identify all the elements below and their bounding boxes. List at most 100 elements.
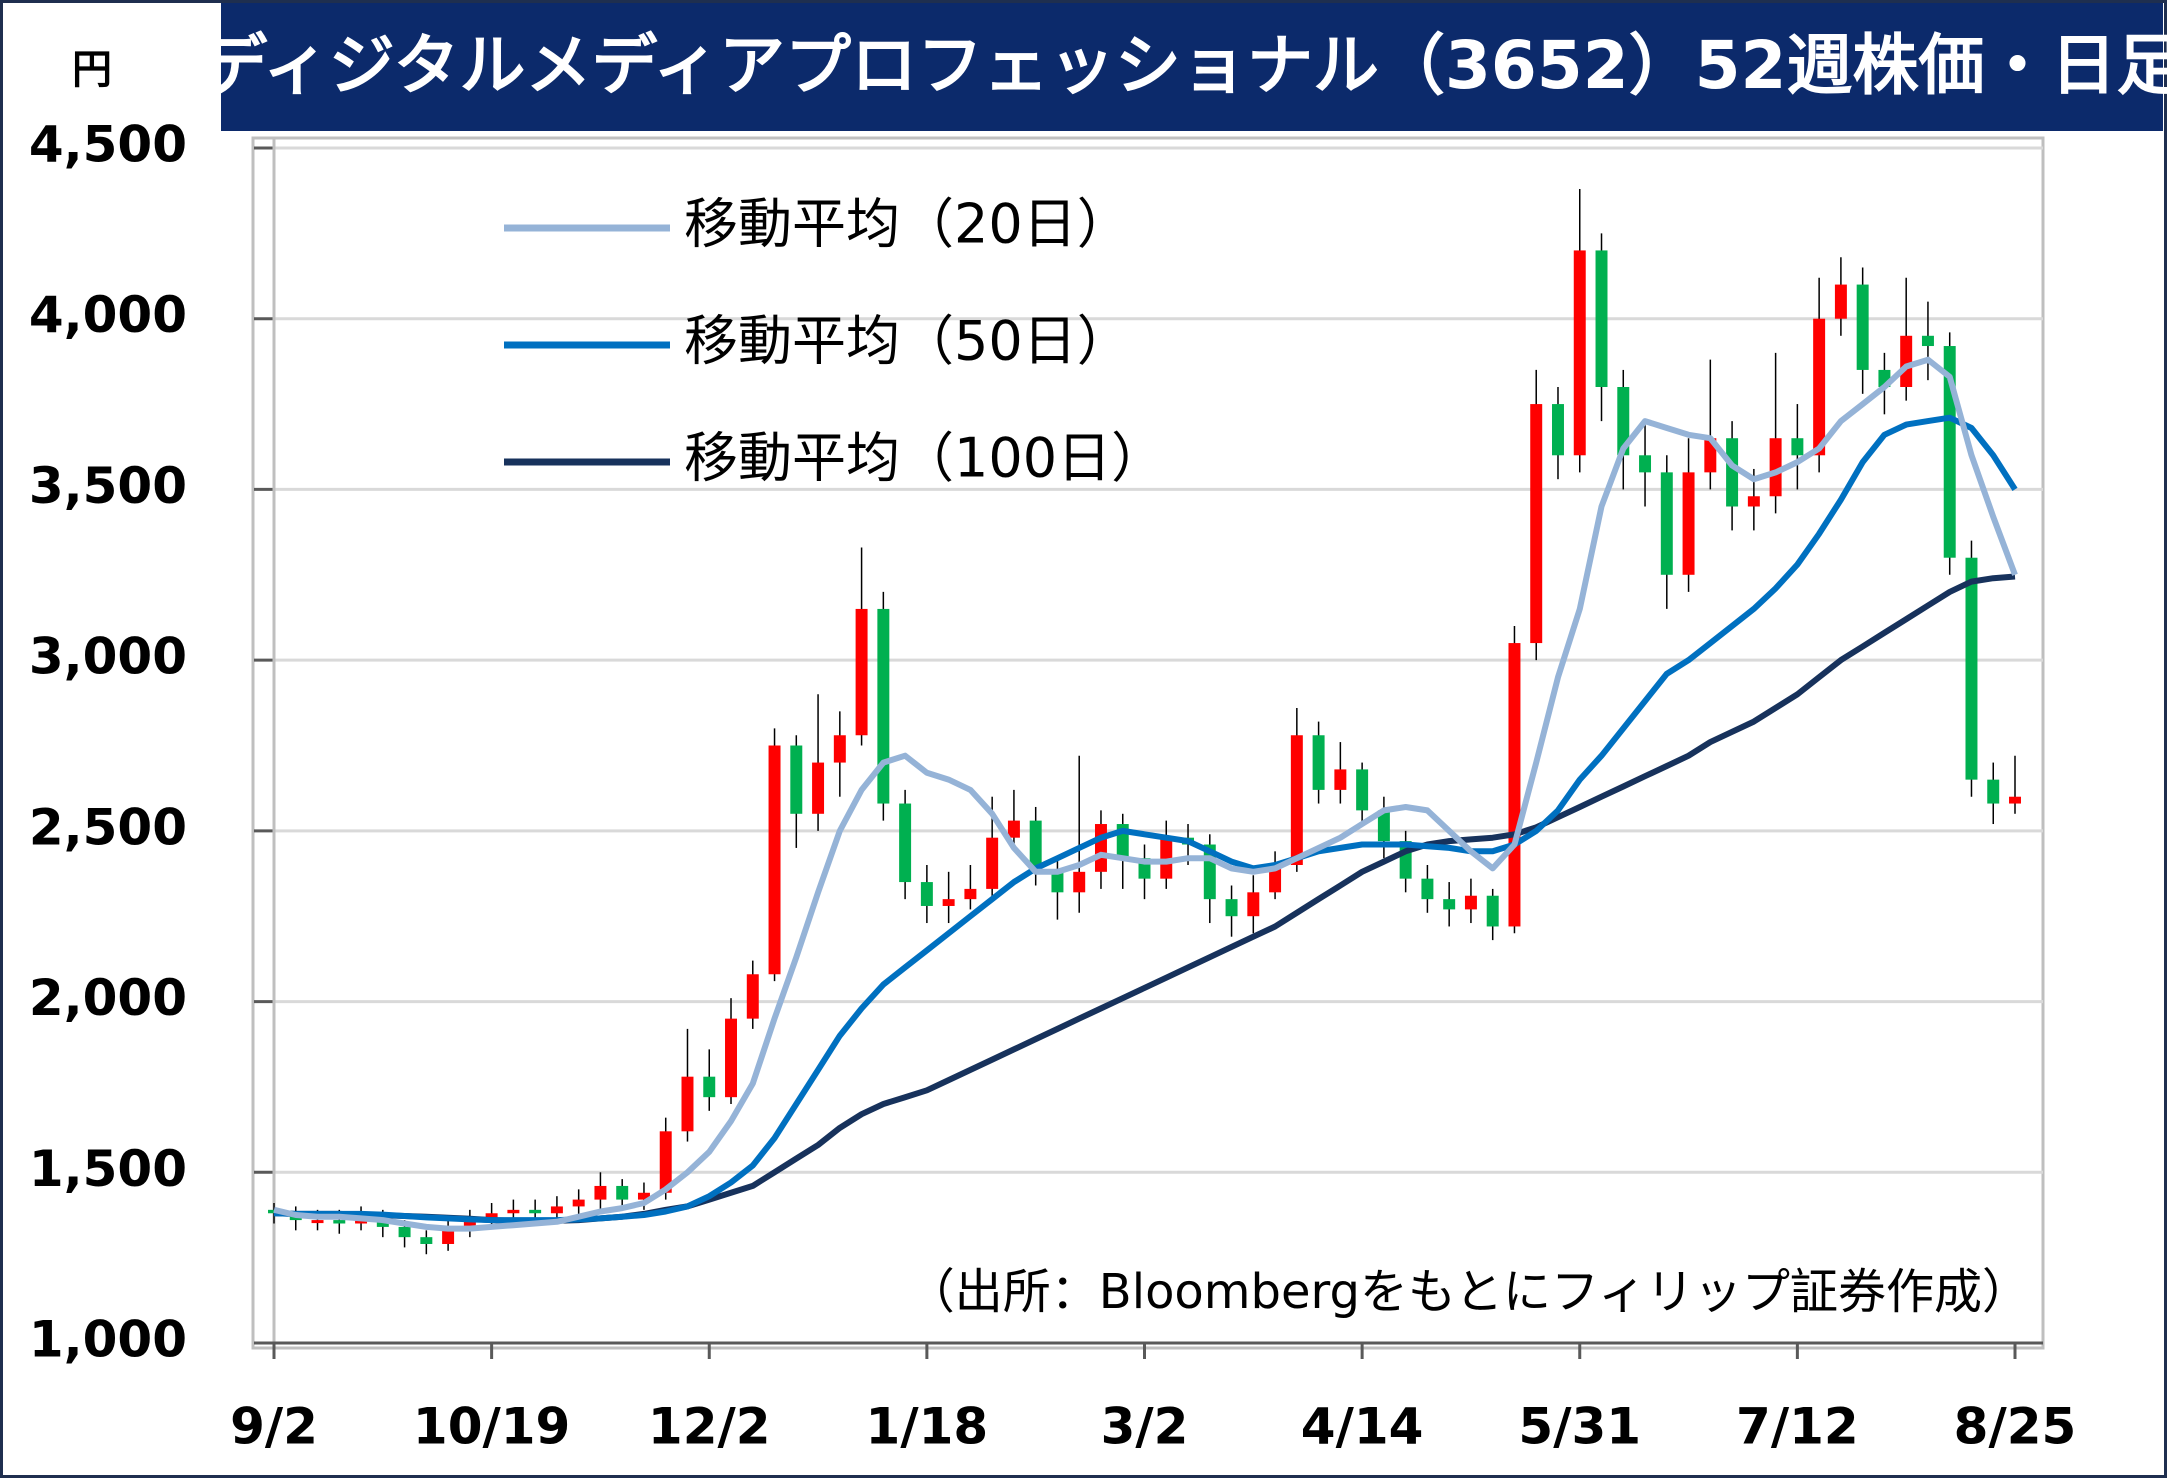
x-tick-label: 12/2	[648, 1398, 771, 1456]
candle-body	[1552, 404, 1564, 456]
candle-body	[1094, 824, 1107, 872]
candle-body	[529, 1209, 542, 1214]
candle-body	[1443, 899, 1456, 910]
candle-body	[1856, 284, 1869, 370]
candle-body	[790, 745, 803, 814]
candle-body	[1464, 895, 1477, 910]
candle-body	[1813, 318, 1826, 456]
source-note: （出所：Bloombergをもとにフィリップ証券作成）	[907, 1264, 2030, 1320]
candle-body	[1312, 735, 1325, 790]
candle-body	[572, 1199, 585, 1207]
candle-body	[746, 974, 759, 1019]
y-tick-label: 2,000	[29, 969, 187, 1027]
plot-frame	[251, 136, 2045, 1350]
candle-body	[1486, 895, 1499, 927]
candle-body	[1269, 865, 1282, 893]
x-tick-label: 3/2	[1101, 1398, 1189, 1456]
candle-body	[1769, 438, 1782, 497]
candle-body	[594, 1185, 607, 1200]
candle-body	[1704, 438, 1717, 473]
candle-body	[1116, 824, 1129, 859]
candle-body	[1334, 769, 1347, 790]
candle-body	[1878, 369, 1891, 387]
y-tick-label: 4,500	[29, 116, 187, 174]
title-banner	[221, 3, 2163, 131]
candle-body	[1508, 643, 1521, 927]
legend-label: 移動平均（20日）	[684, 193, 1131, 256]
ma-line	[273, 356, 2018, 1232]
x-tick-label: 9/2	[230, 1398, 318, 1456]
y-tick-label: 4,000	[29, 286, 187, 344]
legend-label: 移動平均（50日）	[684, 310, 1131, 373]
x-tick-label: 4/14	[1301, 1398, 1424, 1456]
candle-body	[942, 899, 955, 906]
y-tick-label: 1,500	[29, 1140, 187, 1198]
candle-body	[1595, 250, 1608, 387]
candle-body	[398, 1226, 411, 1238]
candle-body	[1530, 404, 1543, 644]
candle-body	[1377, 810, 1390, 842]
x-tick-label: 1/18	[866, 1398, 989, 1456]
candle-body	[855, 608, 868, 736]
candle-body	[1660, 472, 1673, 575]
candle-body	[1421, 878, 1434, 900]
candle-body	[1051, 871, 1064, 893]
candle-body	[637, 1192, 650, 1200]
candle-body	[1138, 858, 1151, 879]
candle-body	[1399, 841, 1412, 879]
candle-body	[812, 762, 825, 814]
chart-title: ディジタルメディアプロフェッショナル（3652）52週株価・日足	[202, 27, 2167, 104]
candle-body	[1726, 438, 1739, 507]
candle-body	[833, 735, 846, 763]
x-tick-label: 10/19	[413, 1398, 570, 1456]
candle-body	[1225, 899, 1238, 917]
candle-body	[1921, 335, 1934, 347]
candle-body	[1834, 284, 1847, 319]
y-tick-label: 3,500	[29, 457, 187, 515]
candle-body	[659, 1131, 672, 1193]
candle-body	[1160, 837, 1173, 879]
candle-body	[2009, 796, 2021, 804]
candle-body	[311, 1220, 324, 1224]
candle-body	[507, 1209, 520, 1214]
candle-body	[986, 837, 999, 889]
unit-label: 円	[72, 47, 112, 93]
y-tick-label: 2,500	[29, 798, 187, 856]
candle-body	[333, 1220, 346, 1224]
candle-body	[1356, 769, 1369, 811]
candle-body	[485, 1213, 498, 1221]
candle-body	[703, 1076, 716, 1098]
candle-body	[1987, 779, 2000, 804]
candle-body	[920, 882, 933, 906]
candle-body	[1791, 438, 1804, 456]
candle-body	[877, 608, 890, 804]
candle-body	[1247, 892, 1260, 917]
x-tick-label: 5/31	[1518, 1398, 1641, 1456]
candle-body	[1965, 557, 1978, 780]
y-tick-label: 1,000	[29, 1311, 187, 1369]
candle-body	[1029, 820, 1042, 872]
candle-body	[681, 1076, 694, 1132]
candle-body	[1682, 472, 1695, 575]
candle-body	[1639, 455, 1652, 473]
candle-body	[1900, 335, 1913, 387]
candle-body	[1073, 871, 1086, 893]
candle-body	[616, 1185, 629, 1200]
candle-body	[463, 1220, 476, 1231]
candle-body	[899, 803, 912, 883]
candle-body	[1747, 496, 1760, 507]
y-tick-label: 3,000	[29, 628, 187, 686]
candle-body	[1203, 844, 1216, 900]
candle-body	[725, 1018, 737, 1098]
candle-body	[442, 1230, 455, 1244]
candle-body	[1943, 346, 1956, 558]
candle-body	[1573, 250, 1586, 456]
candle-body	[420, 1237, 433, 1244]
candle-body	[1007, 820, 1020, 838]
candle-body	[964, 888, 977, 900]
candle-body	[768, 745, 781, 975]
x-tick-label: 8/25	[1954, 1398, 2077, 1456]
